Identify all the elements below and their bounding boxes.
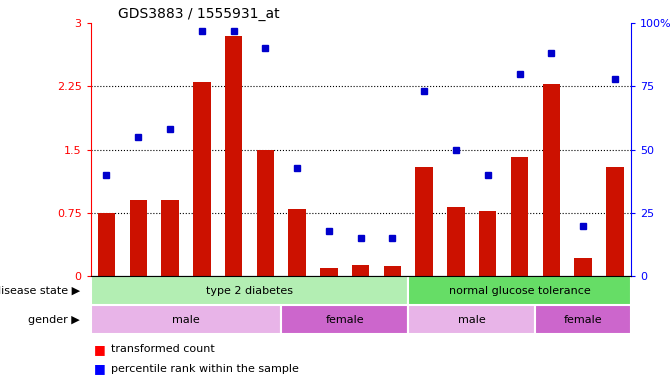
Text: GDS3883 / 1555931_at: GDS3883 / 1555931_at xyxy=(117,7,279,21)
Bar xyxy=(535,305,631,334)
Text: male: male xyxy=(458,314,486,325)
Bar xyxy=(161,200,178,276)
Bar xyxy=(91,305,281,334)
Bar xyxy=(91,276,409,305)
Bar xyxy=(98,213,115,276)
Bar xyxy=(256,150,274,276)
Bar xyxy=(225,36,242,276)
Text: gender ▶: gender ▶ xyxy=(28,314,80,325)
Bar xyxy=(289,209,306,276)
Bar xyxy=(384,266,401,276)
Text: percentile rank within the sample: percentile rank within the sample xyxy=(111,364,299,374)
Text: male: male xyxy=(172,314,200,325)
Text: transformed count: transformed count xyxy=(111,344,215,354)
Text: disease state ▶: disease state ▶ xyxy=(0,286,80,296)
Bar xyxy=(352,265,370,276)
Bar xyxy=(415,167,433,276)
Bar xyxy=(320,268,338,276)
Text: normal glucose tolerance: normal glucose tolerance xyxy=(449,286,590,296)
Bar xyxy=(479,210,497,276)
Bar xyxy=(606,167,623,276)
Text: female: female xyxy=(564,314,603,325)
Bar xyxy=(409,305,535,334)
Bar xyxy=(574,258,592,276)
Text: ■: ■ xyxy=(94,343,106,356)
Text: type 2 diabetes: type 2 diabetes xyxy=(206,286,293,296)
Bar xyxy=(130,200,147,276)
Bar xyxy=(543,84,560,276)
Text: female: female xyxy=(325,314,364,325)
Bar xyxy=(281,305,409,334)
Bar xyxy=(193,82,211,276)
Bar xyxy=(448,207,465,276)
Text: ■: ■ xyxy=(94,362,106,375)
Bar xyxy=(409,276,631,305)
Bar xyxy=(511,157,528,276)
